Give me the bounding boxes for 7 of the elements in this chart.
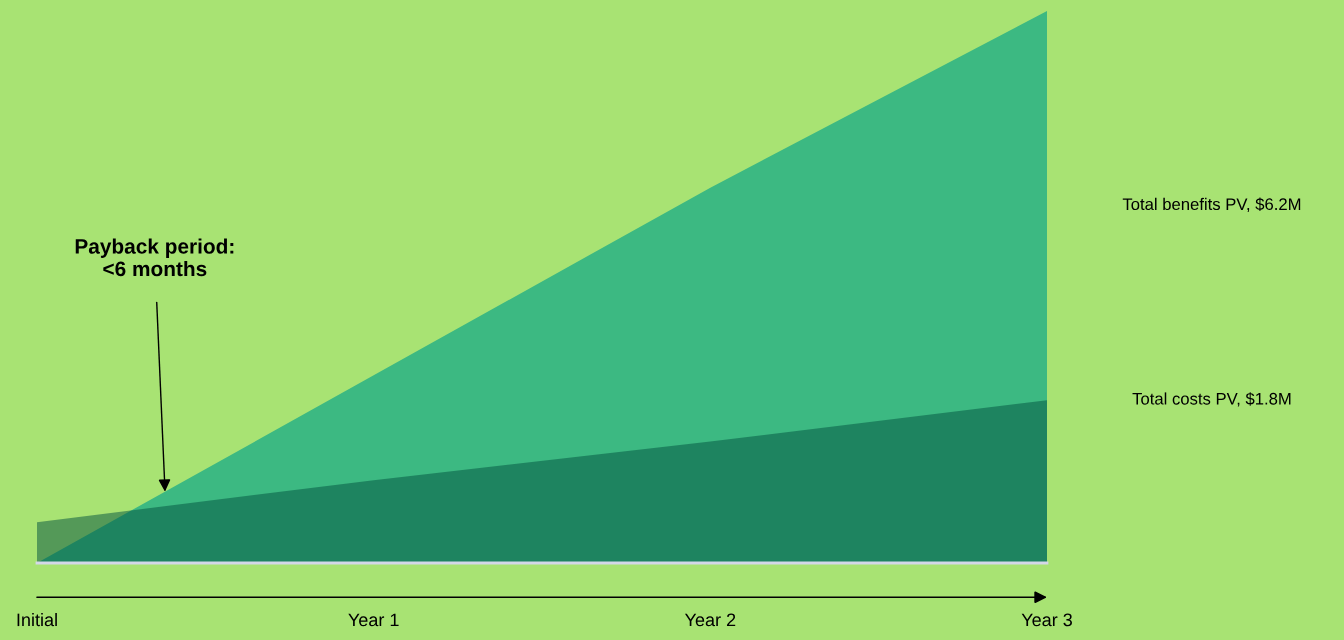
x-tick-label: Initial <box>17 613 57 627</box>
x-tick-label: Year 2 <box>684 613 736 627</box>
annotation: Payback period: <6 months <box>75 238 234 277</box>
x-tick-label: Year 1 <box>348 613 399 627</box>
text: Total benefits PV, $6.2M <box>1122 197 1301 213</box>
text: Total costs PV, $1.8M <box>1132 392 1291 407</box>
x-tick-label: Year 3 <box>1021 613 1072 627</box>
